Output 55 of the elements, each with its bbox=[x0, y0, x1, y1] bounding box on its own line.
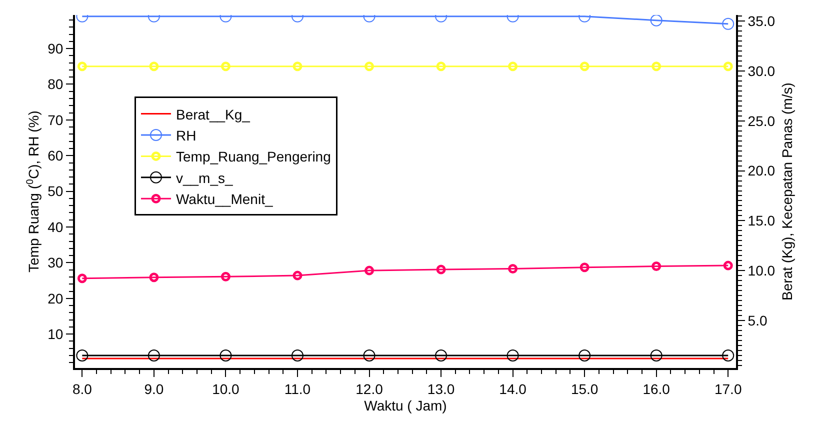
y-tick-label: 20 bbox=[48, 290, 64, 306]
x-tick-label: 13.0 bbox=[427, 380, 455, 397]
legend-label: v__m_s_ bbox=[176, 170, 234, 186]
point bbox=[220, 272, 230, 282]
y2-tick-label: 30.0 bbox=[748, 62, 776, 79]
point bbox=[508, 62, 518, 72]
point bbox=[149, 62, 159, 72]
x-tick-label: 17.0 bbox=[714, 380, 742, 397]
point bbox=[292, 270, 302, 280]
x-tick-label: 15.0 bbox=[570, 380, 598, 397]
point bbox=[652, 62, 662, 72]
point bbox=[149, 272, 159, 282]
point bbox=[652, 262, 662, 272]
x-tick-label: 16.0 bbox=[642, 380, 670, 397]
y-tick-label: 90 bbox=[48, 40, 64, 56]
y-tick-label: 80 bbox=[48, 76, 64, 92]
y2-tick-label: 20.0 bbox=[748, 162, 776, 179]
point bbox=[436, 62, 446, 72]
point bbox=[580, 262, 590, 272]
y-tick-label: 60 bbox=[48, 148, 64, 164]
x-tick-label: 14.0 bbox=[499, 380, 527, 397]
point bbox=[650, 15, 662, 26]
x-tick-label: 8.0 bbox=[72, 380, 92, 397]
point bbox=[220, 62, 230, 72]
legend-label: Waktu__Menit_ bbox=[176, 191, 273, 208]
y2-tick-label: 10.0 bbox=[748, 262, 776, 279]
y2-tick-label: 15.0 bbox=[748, 212, 776, 229]
point bbox=[723, 260, 733, 270]
point bbox=[364, 266, 374, 276]
point bbox=[292, 62, 302, 72]
legend-label: Berat__Kg_ bbox=[176, 106, 250, 122]
legend-label: RH bbox=[176, 127, 196, 144]
y-tick-label: 50 bbox=[48, 183, 64, 200]
point bbox=[722, 18, 734, 30]
point bbox=[77, 62, 87, 72]
x-tick-label: 10.0 bbox=[212, 380, 240, 397]
y-tick-label: 70 bbox=[48, 112, 64, 128]
point bbox=[508, 264, 518, 274]
y2-tick-label: 25.0 bbox=[748, 112, 776, 129]
point bbox=[77, 274, 87, 284]
x-tick-label: 11.0 bbox=[284, 380, 311, 397]
point bbox=[580, 62, 590, 72]
y2-tick-label: 5.0 bbox=[748, 312, 768, 328]
point bbox=[436, 264, 446, 274]
x-axis-title: Waktu ( Jam) bbox=[364, 398, 447, 414]
x-tick-label: 12.0 bbox=[356, 380, 384, 397]
y-tick-label: 40 bbox=[48, 218, 64, 235]
y2-axis-title: Berat (Kg), Kecepatan Panas (m/s) bbox=[779, 82, 796, 300]
y2-tick-label: 35.0 bbox=[748, 12, 776, 29]
y-tick-label: 30 bbox=[48, 254, 64, 271]
point bbox=[364, 62, 374, 72]
legend-label: Temp_Ruang_Pengering bbox=[176, 148, 331, 165]
point bbox=[723, 62, 733, 72]
y-tick-label: 10 bbox=[48, 326, 64, 342]
x-tick-label: 9.0 bbox=[144, 380, 164, 397]
